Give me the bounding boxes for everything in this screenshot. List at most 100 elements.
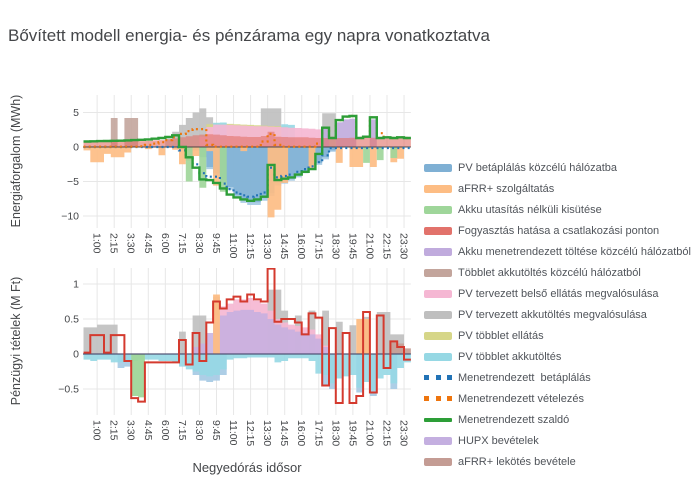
series-Fogyasztás hatása a csatlakozási ponton: [83, 131, 411, 147]
legend-label: Fogyasztás hatása a csatlakozási ponton: [458, 224, 660, 237]
y-tick-label: 0: [73, 349, 79, 361]
series-Menetrendezett szaldó: [83, 114, 411, 202]
legend-item-13[interactable]: HUPX bevételek: [424, 430, 700, 451]
series-PV betáplálás közcélú hálózatba: [83, 147, 411, 203]
legend-swatch-fill: [424, 163, 452, 172]
legend-label: HUPX bevételek: [458, 434, 539, 447]
y-tick-label: 5: [73, 107, 79, 119]
legend-item-6[interactable]: PV tervezett belső ellátás megvalósulása: [424, 283, 700, 304]
legend-label: PV betáplálás közcélú hálózatba: [458, 161, 617, 174]
x-tick-label: 6:00: [159, 233, 171, 254]
x-tick-label: 17:15: [312, 233, 324, 259]
legend-swatch-dotted: [424, 396, 452, 401]
legend-item-14[interactable]: aFRR+ lekötés bevétele: [424, 451, 700, 472]
x-tick-label: 14:45: [278, 233, 290, 259]
plot-area-1[interactable]: [83, 268, 411, 404]
x-tick-label: 8:30: [193, 233, 205, 254]
legend-item-1[interactable]: aFRR+ szolgáltatás: [424, 178, 700, 199]
legend-swatch-fill: [424, 205, 452, 214]
x-tick-label: 14:45: [278, 420, 290, 446]
legend-label: Menetrendezett vételezés: [458, 392, 584, 405]
x-tick-label: 7:15: [176, 233, 188, 254]
x-tick-label: 3:30: [125, 233, 137, 254]
legend: PV betáplálás közcélú hálózatba aFRR+ szo…: [424, 157, 700, 472]
x-tick-label: 21:00: [363, 420, 375, 446]
legend-item-4[interactable]: Akku menetrendezett töltése közcélú háló…: [424, 241, 700, 262]
legend-item-8[interactable]: PV többlet ellátás: [424, 325, 700, 346]
legend-swatch-fill: [424, 352, 452, 361]
x-tick-label: 21:00: [363, 233, 375, 259]
x-tick-labels-0: 1:00 2:15 3:30 4:45 6:00 7:15 8:30 9:45 11:00 12:…: [91, 233, 410, 259]
x-tick-label: 22:15: [380, 420, 392, 446]
x-tick-label: 18:30: [329, 420, 341, 446]
legend-item-9[interactable]: PV többlet akkutöltés: [424, 346, 700, 367]
x-tick-label: 13:30: [261, 420, 273, 446]
legend-swatch-fill: [424, 436, 452, 445]
x-tick-label: 9:45: [210, 420, 222, 441]
legend-swatch-line: [424, 417, 452, 422]
x-tick-label: 9:45: [210, 233, 222, 254]
x-tick-label: 11:00: [227, 420, 239, 446]
plot-area-0[interactable]: [83, 108, 411, 218]
legend-item-10[interactable]: Menetrendezett betáplálás: [424, 367, 700, 388]
x-axis-title: Negyedórás idősor: [192, 460, 302, 475]
series-net-line: [83, 268, 411, 404]
x-tick-label: 1:00: [91, 420, 103, 441]
series-Akku utasítás nélküli kisütése: [83, 147, 411, 192]
x-tick-label: 12:15: [244, 233, 256, 259]
series-HUPX bevételek: [83, 309, 411, 354]
series-PV tervezett akkutöltés megvalósulása: [83, 289, 411, 354]
x-tick-label: 17:15: [312, 420, 324, 446]
y-tick-label: 0.5: [64, 314, 79, 326]
x-tick-label: 18:30: [329, 233, 341, 259]
legend-item-3[interactable]: Fogyasztás hatása a csatlakozási ponton: [424, 220, 700, 241]
x-tick-label: 22:15: [380, 233, 392, 259]
x-tick-label: 16:00: [295, 420, 307, 446]
legend-label: PV többlet akkutöltés: [458, 350, 562, 363]
x-tick-label: 8:30: [193, 420, 205, 441]
x-tick-label: 4:45: [142, 233, 154, 254]
legend-item-7[interactable]: PV tervezett akkutöltés megvalósulása: [424, 304, 700, 325]
legend-label: aFRR+ lekötés bevétele: [458, 455, 576, 468]
x-tick-label: 11:00: [227, 233, 239, 259]
series-aFRR+ szolgáltatás: [83, 147, 411, 218]
legend-label: PV többlet ellátás: [458, 329, 544, 342]
chart-title: Bővített modell energia- és pénzárama eg…: [8, 26, 490, 45]
legend-swatch-fill: [424, 310, 452, 319]
y-tick-label: −10: [61, 211, 79, 223]
x-tick-label: 23:30: [398, 233, 410, 259]
series-Akku menetrendezett töltése közcélú hálózatból: [83, 118, 411, 147]
legend-label: Akku utasítás nélküli kisütése: [458, 203, 602, 216]
y-tick-label: −5: [67, 176, 79, 188]
x-tick-label: 1:00: [91, 233, 103, 254]
x-tick-label: 19:45: [346, 233, 358, 259]
legend-label: Többlet akkutöltés közcélú hálózatból: [458, 266, 641, 279]
legend-swatch-fill: [424, 331, 452, 340]
legend-label: Menetrendezett betáplálás: [458, 371, 591, 384]
legend-swatch-dotted: [424, 375, 452, 380]
legend-item-2[interactable]: Akku utasítás nélküli kisütése: [424, 199, 700, 220]
legend-item-11[interactable]: Menetrendezett vételezés: [424, 388, 700, 409]
x-tick-label: 4:45: [142, 420, 154, 441]
series-PV tervezett belső ellátás megvalósulása: [83, 124, 411, 147]
x-tick-label: 12:15: [244, 420, 256, 446]
legend-item-12[interactable]: Menetrendezett szaldó: [424, 409, 700, 430]
x-tick-label: 7:15: [176, 420, 188, 441]
x-tick-label: 2:15: [108, 420, 120, 441]
legend-swatch-fill: [424, 247, 452, 256]
y-tick-label: 1: [73, 279, 79, 291]
legend-swatch-fill: [424, 226, 452, 235]
y-tick-label: −0.5: [58, 384, 79, 396]
legend-item-0[interactable]: PV betáplálás közcélú hálózatba: [424, 157, 700, 178]
legend-label: aFRR+ szolgáltatás: [458, 182, 555, 195]
legend-label: Menetrendezett szaldó: [458, 413, 570, 426]
legend-label: Akku menetrendezett töltése közcélú háló…: [458, 245, 691, 258]
legend-swatch-fill: [424, 457, 452, 466]
legend-item-5[interactable]: Többlet akkutöltés közcélú hálózatból: [424, 262, 700, 283]
x-tick-label: 19:45: [346, 420, 358, 446]
x-tick-label: 13:30: [261, 233, 273, 259]
legend-swatch-fill: [424, 289, 452, 298]
y-tick-label: 0: [73, 142, 79, 154]
